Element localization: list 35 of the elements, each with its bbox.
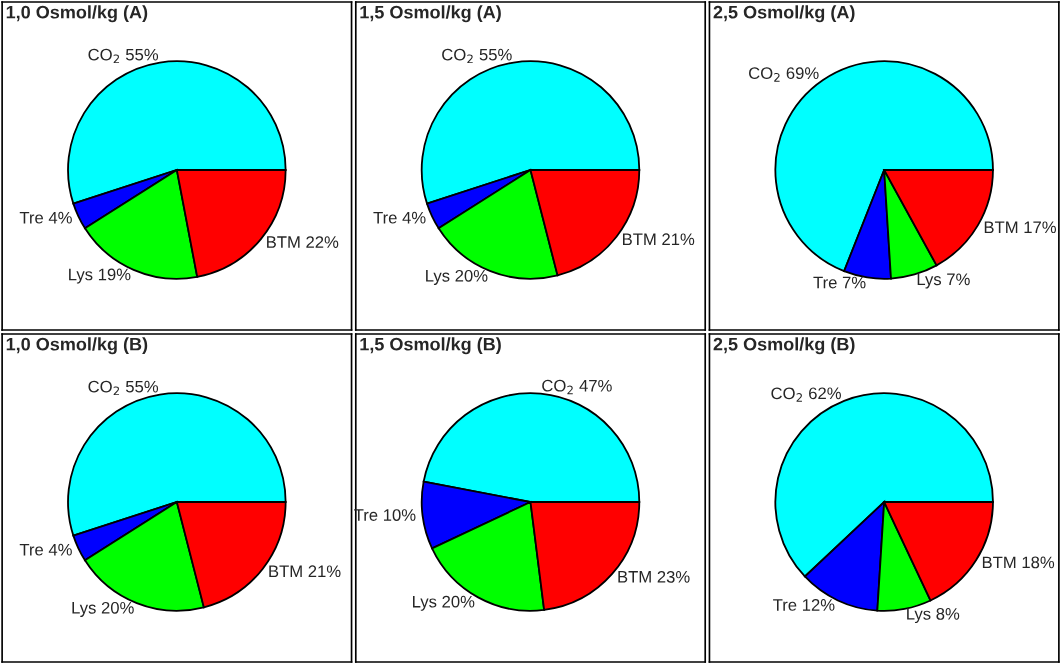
data-label: 62% [809,387,841,400]
chart-title: 1,0 Osmol/kg (B) [6,337,148,355]
chart-title: 2,5 Osmol/kg (B) [713,337,855,355]
slice-label: BTM 21% [269,565,341,578]
slice-label: CO$_{2}$ [749,67,780,82]
chart-title: 1,5 Osmol/kg (A) [360,5,501,23]
slice-label: Tre 4% [19,543,72,556]
data-label: 55% [479,48,512,61]
chart-title: 1,0 Osmol/kg (A) [6,5,148,23]
slice-label: CO$_{2}$ [771,387,802,402]
slice-label: BTM 18% [982,556,1055,569]
slice-label: Lys 20% [72,601,134,617]
slice-label: Lys 8% [907,607,960,624]
slice-label: Tre 12% [773,599,835,611]
slice-label: Lys 19% [69,268,131,284]
slice-label: BTM 22% [267,236,339,248]
slice-label: BTM 17% [984,221,1057,234]
slice-label: CO$_{2}$ [88,48,120,64]
chart-title: 2,5 Osmol/kg (A) [713,5,855,23]
slice-label: Tre 4% [19,211,72,224]
slice-label: Tre 4% [373,211,426,224]
slice-label: Tre 7% [813,276,866,289]
data-label: 55% [125,380,159,393]
data-label: 55% [125,48,159,61]
slice-label: BTM 21% [623,233,695,246]
slice-label: CO$_{2}$ [442,48,473,64]
slice-label: Lys 20% [426,269,488,285]
data-label: 47% [579,379,612,392]
slice-label: BTM 23% [618,570,690,583]
slice-label: CO$_{2}$ [542,379,573,395]
slice-label: Lys 20% [413,595,475,611]
slice-label: CO$_{2}$ [88,380,120,396]
chart-title: 1,5 Osmol/kg (B) [360,337,501,355]
slice-label: Lys 7% [917,273,970,289]
data-label: 69% [786,67,819,80]
